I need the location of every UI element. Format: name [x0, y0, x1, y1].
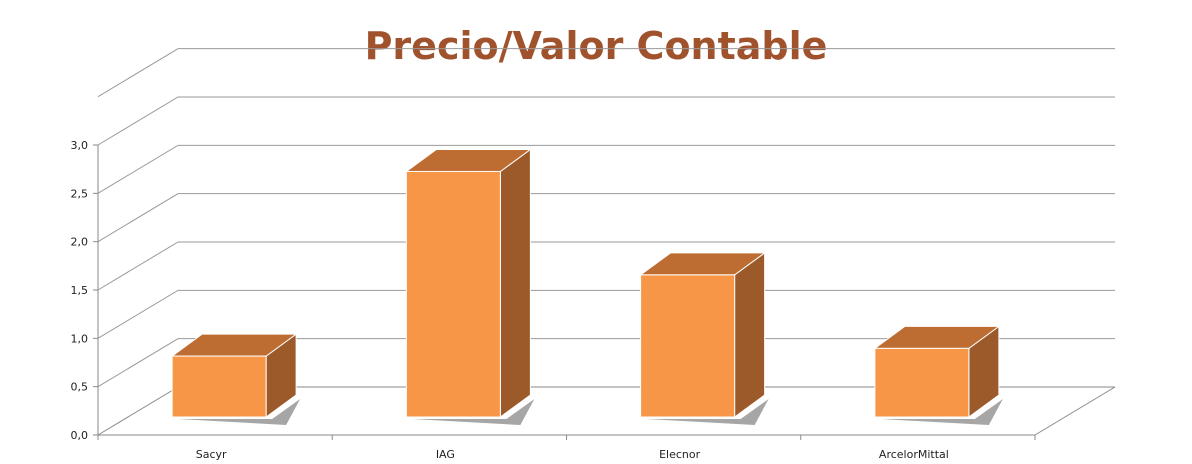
y-tick-label: 1,5 [71, 284, 89, 297]
bar [873, 325, 1003, 425]
y-tick-label: 2,0 [71, 236, 89, 249]
bar-front [874, 347, 970, 418]
y-tick-label: 0,5 [71, 381, 89, 394]
bar-shadow [178, 399, 301, 425]
gridline [97, 289, 1115, 339]
gridline [97, 48, 179, 98]
chart-bars [170, 148, 1003, 425]
bar-front [171, 355, 267, 418]
chart-axes [93, 144, 1116, 440]
chart-title: Precio/Valor Contable [364, 24, 828, 68]
gridline [97, 241, 1115, 291]
x-category-label: Elecnor [659, 448, 701, 461]
bar [170, 333, 301, 425]
bar [404, 148, 535, 425]
bar-shadow [646, 399, 769, 425]
y-tick-label: 1,0 [71, 332, 89, 345]
bar [639, 251, 769, 425]
y-tick-label: 0,0 [71, 429, 89, 442]
x-axis-labels: Sacyr IAG Elecnor ArcelorMittal [196, 448, 949, 461]
gridline [97, 193, 1115, 243]
y-tick-label: 3,0 [71, 139, 89, 152]
gridline [97, 96, 1115, 146]
bar-front [640, 274, 736, 418]
y-axis-labels: 0,0 0,5 1,0 1,5 2,0 2,5 3,0 [71, 139, 89, 442]
chart-grid [97, 48, 1115, 436]
bar-side [734, 251, 766, 418]
x-category-label: Sacyr [196, 448, 227, 461]
y-tick-label: 2,5 [71, 187, 89, 200]
gridline [97, 144, 1115, 194]
bar-shadow [412, 399, 535, 425]
bar-front [405, 170, 501, 418]
x-category-label: IAG [436, 448, 455, 461]
gridline [97, 338, 1115, 388]
bar-shadow [880, 399, 1003, 425]
x-category-label: ArcelorMittal [879, 448, 949, 461]
floor-edge [1034, 386, 1116, 436]
bar-side [499, 148, 531, 418]
